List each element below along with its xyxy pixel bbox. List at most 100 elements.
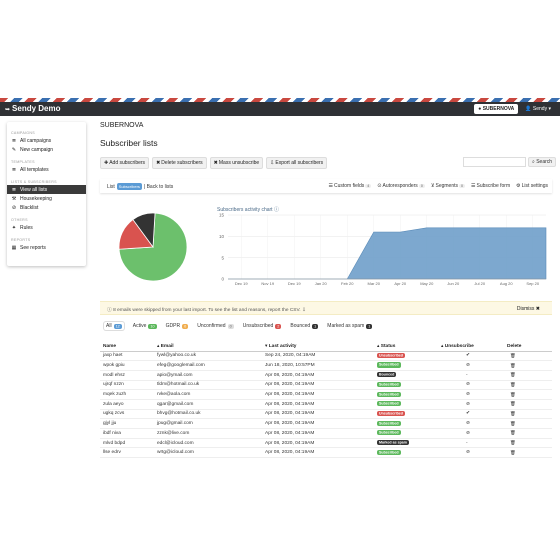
user-menu[interactable]: 👤 Sendy ▾ [525,106,551,112]
status-cell: Subscribed [374,428,438,439]
table-row[interactable]: modl ehsz apio@ymail.com Apr 08, 2020, 04:… [100,370,552,381]
list-icon: ≣ [11,186,17,193]
col-status[interactable]: ▴ Status [374,342,438,352]
trash-icon[interactable]: 🗑 [510,381,516,387]
app-brand[interactable]: ➥ Sendy Demo [5,104,61,113]
col-name[interactable]: Name [100,342,154,352]
unsubscribe-cell: ⊘ [438,418,504,429]
subscriber-name[interactable]: ugkq zcvs [100,409,154,420]
trash-icon[interactable]: 🗑 [510,362,516,368]
back-to-lists-link[interactable]: | Back to lists [143,183,174,190]
dismiss-button[interactable]: Dismiss ✖ [516,306,540,312]
check-icon[interactable]: ✔ [466,411,471,417]
table-row[interactable]: ugkq zcvs bhvg@hotmail.co.uk Apr 08, 2020,… [100,409,552,420]
trash-icon[interactable]: 🗑 [510,401,516,407]
subscriber-name[interactable]: zula aeyo [100,399,154,410]
trash-icon[interactable]: 🗑 [510,430,516,436]
filter-count: 12 [113,323,122,329]
sidebar-item[interactable]: ≣ All campaigns [7,136,86,145]
brand-switcher-button[interactable]: ● SUBERNOVA [474,104,519,114]
trash-icon[interactable]: 🗑 [510,410,516,416]
sidebar-item[interactable]: ✦ Rules [7,223,86,232]
sidebar-item[interactable]: ≣ All templates [7,165,86,174]
ban-icon[interactable]: ⊘ [466,363,471,369]
activity-area [228,227,547,280]
status-filters: All 12 Active 10 GDPR 0 Unconfirmed 0 Unsubscrib… [104,322,373,330]
info-icon: ⓘ [107,308,112,313]
list-label: List [107,183,115,190]
toolbar-button[interactable]: ✖Delete subscribers [152,157,207,169]
x-tick-label: Feb 20 [341,281,354,286]
toolbar-button[interactable]: ✚Add subscribers [100,157,150,169]
list-action-label: List settings [521,182,548,189]
check-icon[interactable]: ✔ [466,353,471,359]
wrench-icon: ⚒ [11,195,17,202]
filter-unconfirmed[interactable]: Unconfirmed 0 [197,323,234,329]
trash-icon[interactable]: 🗑 [510,352,516,358]
ban-icon[interactable]: ⊘ [466,382,471,388]
table-row[interactable]: zula aeyo qgar@gmail.com Apr 08, 2020, 04:… [100,399,552,410]
trash-icon[interactable]: 🗑 [510,391,516,397]
trash-icon[interactable]: 🗑 [510,372,516,378]
trash-icon[interactable]: 🗑 [510,449,516,455]
search-button[interactable]: ⌕ Search [528,157,557,167]
subscriber-name[interactable]: llse edrv [100,447,154,459]
subscriber-email: efeg@googlemail.com [154,360,262,371]
table-row[interactable]: wpok gpiu efeg@googlemail.com Jun 18, 2020… [100,360,552,371]
ban-icon[interactable]: ⊘ [466,421,471,427]
table-row[interactable]: llse edrv wrtg@icloud.com Apr 08, 2020, 04… [100,447,552,459]
sidebar-item[interactable]: ⚒ Housekeeping [7,194,86,203]
col-email[interactable]: ▴ Email [154,342,262,352]
ban-icon[interactable]: ⊘ [466,450,471,456]
activity-area-chart: 0 5 10 15 Dec 19 Nov 19 Dec 19 Jan 20 Feb 20 Mar … [219,213,547,286]
list-action-link[interactable]: ☰Custom fields 4 [329,183,372,189]
sidebar-item[interactable]: ⊘ Blacklist [7,203,86,212]
list-action-link[interactable]: ☰Subscribe form [471,183,510,189]
subscriber-name[interactable]: jaxp haet [100,351,154,362]
trash-icon[interactable]: 🗑 [510,440,516,446]
filter-bounced[interactable]: Bounced 1 [290,323,319,329]
search-input[interactable] [463,157,526,167]
filter-gdpr[interactable]: GDPR 0 [166,323,189,329]
subscriber-name[interactable]: ibdf niva [100,428,154,439]
subscriber-name[interactable]: ujrqf nzzn [100,380,154,391]
filter-marked-as-spam[interactable]: Marked as spam 1 [327,323,373,329]
subscriber-name[interactable]: mlvd bdpd [100,438,154,449]
sidebar-item[interactable]: ▦ See reports [7,243,86,252]
subscriber-name[interactable]: wpok gpiu [100,360,154,371]
list-action-link[interactable]: ⊻Segments 0 [431,183,465,189]
sidebar-item[interactable]: ✎ New campaign [7,145,86,154]
table-row[interactable]: gjyl jju jpug@gmail.com Apr 08, 2020, 04:1… [100,418,552,429]
subscriber-name[interactable]: modl ehsz [100,370,154,381]
unsubscribe-cell: ⊘ [438,428,504,439]
ban-icon[interactable]: ⊘ [466,401,471,407]
toolbar-button[interactable]: ⇩Export all subscribers [266,157,328,169]
filter-unsubscribed[interactable]: Unsubscribed 2 [243,323,282,329]
ban-icon[interactable]: ⊘ [466,430,471,436]
subscriber-name[interactable]: gjyl jju [100,418,154,429]
list-action-link[interactable]: ⚙List settings [516,183,548,189]
filter-label: Bounced [290,323,311,329]
filter-active[interactable]: Active 10 [133,323,157,329]
alert-text: 8 emails were skipped from your last imp… [113,308,301,313]
table-row[interactable]: mlvd bdpd edcl@icloud.com Apr 08, 2020, 04… [100,438,552,449]
sidebar-item[interactable]: ≣ View all lists [7,185,86,194]
x-tick-label: May 20 [420,281,434,286]
col-last-activity[interactable]: ▾ Last activity [262,342,374,352]
trash-icon[interactable]: 🗑 [510,420,516,426]
col-unsubscribe[interactable]: ▴ Unsubscribe [438,342,504,352]
unsubscribe-cell: ✔ [438,409,504,420]
sidebar-item-label: Housekeeping [20,195,52,202]
list-action-link[interactable]: ⊙Autoresponders 0 [377,183,425,189]
toolbar-button[interactable]: ✖Mass unsubscribe [209,157,264,169]
table-row[interactable]: jaxp haet fywl@yahoo.co.uk Sep 24, 2020, 0… [100,351,552,362]
ban-icon: ⊘ [11,204,17,211]
table-row[interactable]: ujrqf nzzn tldm@hotmail.co.uk Apr 08, 2020… [100,380,552,391]
table-row[interactable]: mqek zuzh rvke@aola.com Apr 08, 2020, 04:1… [100,389,552,400]
subscriber-name[interactable]: mqek zuzh [100,389,154,400]
table-row[interactable]: ibdf niva zznk@live.com Apr 08, 2020, 04:1… [100,428,552,439]
filter-all[interactable]: All 12 [104,322,124,330]
ban-icon[interactable]: ⊘ [466,392,471,398]
delete-cell: 🗑 [504,380,552,391]
download-icon[interactable]: ⇩ [301,308,306,313]
